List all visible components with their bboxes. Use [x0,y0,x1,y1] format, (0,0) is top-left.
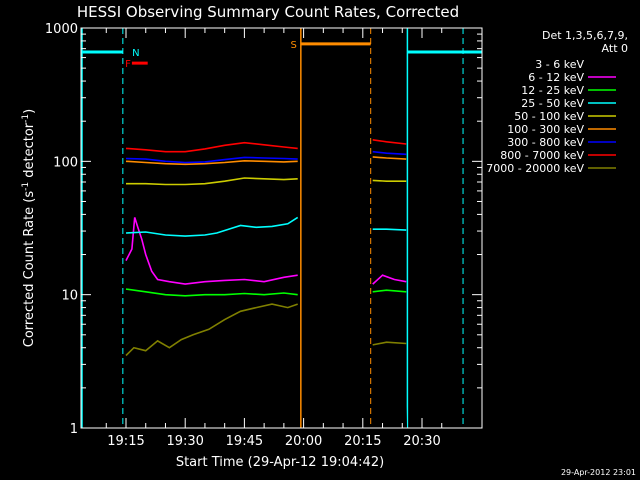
legend-label: 100 - 300 keV [507,123,584,136]
night-flag-label: N [132,48,139,59]
x-tick-label: 20:15 [344,434,381,449]
x-tick-label: 19:45 [226,434,263,449]
plot-frame [80,27,483,429]
series-line-12-25-kev [125,288,298,297]
series-line-800-7000-kev [125,141,298,153]
series-line-25-50-kev [125,216,299,237]
y-axis-label-sup1: -1 [21,182,31,191]
y-tick-label: 1000 [45,22,78,37]
series-line-50-100-kev [372,179,407,182]
legend-label: 6 - 12 keV [528,71,584,84]
series-line-300-800-kev [125,156,298,164]
legend-label: 50 - 100 keV [514,110,584,123]
y-tick-label: 10 [61,289,78,304]
series-line-3-6-kev [371,299,407,429]
series-line-3-6-kev [125,299,299,429]
y-axis-label-mid: detector [22,122,37,182]
series-line-12-25-kev [372,289,407,293]
y-axis-label-sup2: -1 [21,114,31,123]
series-line-300-800-kev [372,150,407,156]
x-tick-label: 20:30 [403,434,440,449]
series-line-7000-20000-kev [372,341,407,346]
legend-label: 7000 - 20000 keV [486,162,584,175]
legend-label: 25 - 50 keV [521,97,584,110]
series-line-7000-20000-kev [125,303,298,357]
chart-title: HESSI Observing Summary Count Rates, Cor… [77,3,459,21]
legend-header-2: Att 0 [602,42,628,55]
legend-label: 300 - 800 keV [507,136,584,149]
series-line-800-7000-kev [372,139,407,145]
y-axis-label-main: Corrected Count Rate (s [22,191,37,348]
series-line-100-300-kev [372,156,407,160]
legend-label: 3 - 6 keV [535,58,584,71]
series-line-50-100-kev [126,177,298,186]
saa-flag-label: S [291,40,297,51]
y-axis-label: Corrected Count Rate (s-1 detector-1) [21,109,37,347]
flare-flag-label: F [125,59,131,70]
y-axis-label-end: ) [22,109,37,114]
series-line-25-50-kev [372,228,407,231]
legend-label: 12 - 25 keV [521,84,584,97]
footer-date: 29-Apr-2012 23:01 [561,468,636,477]
x-axis-label: Start Time (29-Apr-12 19:04:42) [176,455,384,470]
x-tick-label: 20:00 [285,434,322,449]
series-line-6-12-kev [372,274,407,285]
legend-header-1: Det 1,3,5,6,7,9, [542,29,628,42]
x-tick-label: 19:30 [166,434,203,449]
y-tick-label: 100 [53,155,78,170]
y-tick-label: 1 [70,422,78,437]
legend-label: 800 - 7000 keV [500,149,584,162]
series-line-6-12-kev [125,217,298,285]
x-tick-label: 19:15 [107,434,144,449]
series-line-100-300-kev [125,159,298,166]
